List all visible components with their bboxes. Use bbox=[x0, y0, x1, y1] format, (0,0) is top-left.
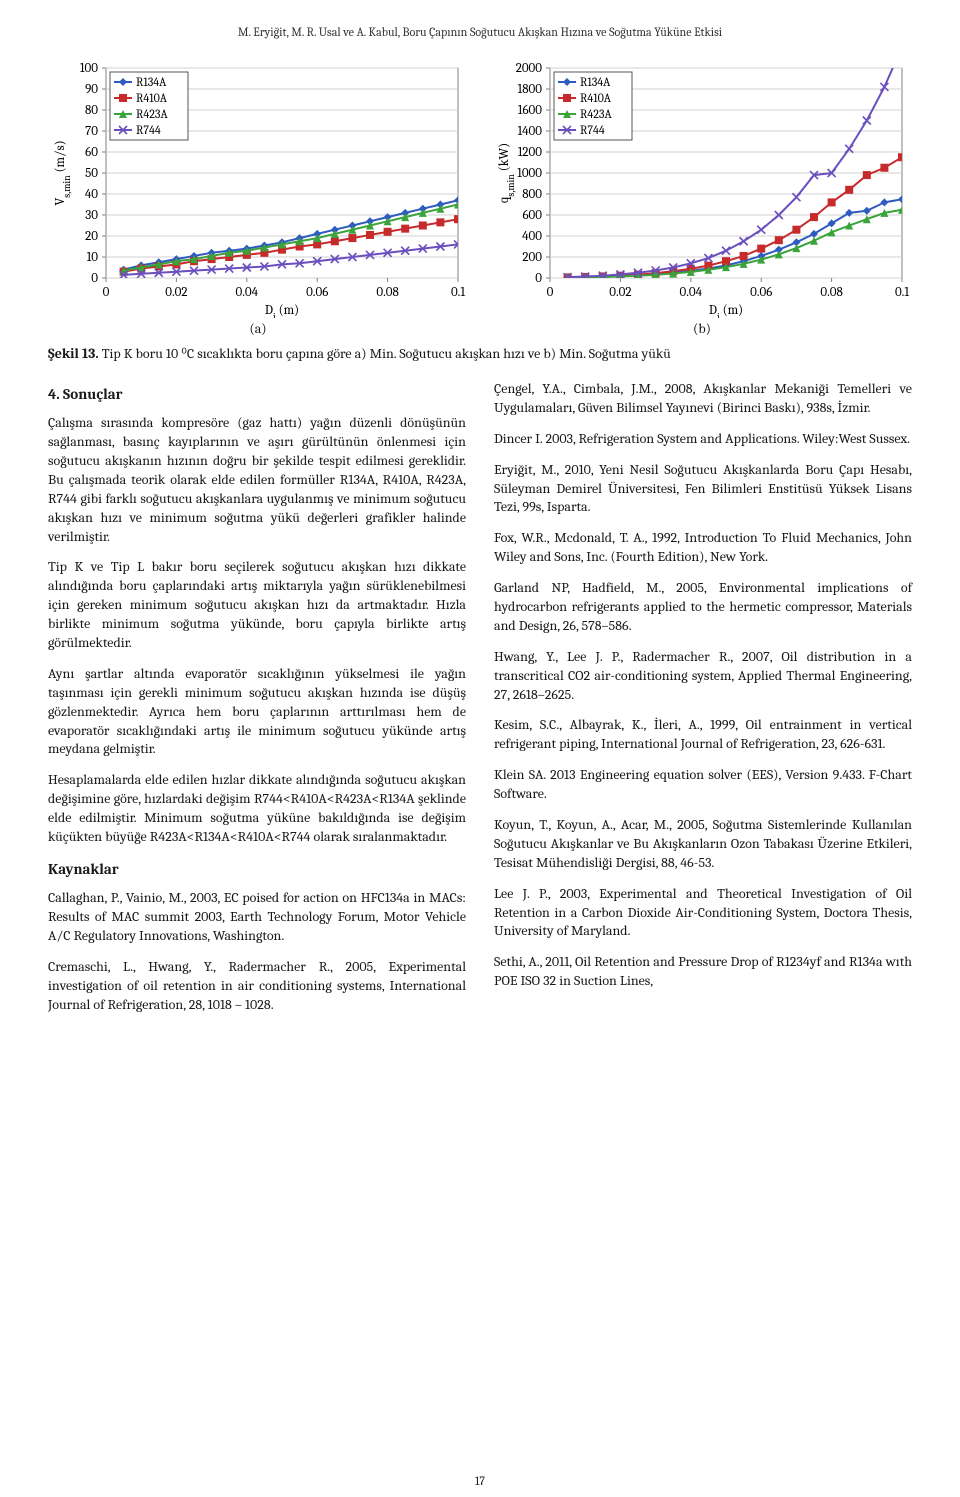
svg-text:30: 30 bbox=[85, 208, 98, 223]
svg-text:40: 40 bbox=[85, 187, 98, 202]
chart-a-label: (a) bbox=[48, 320, 468, 339]
figures-row: 010203040506070809010000.020.040.060.080… bbox=[48, 58, 912, 339]
right-column: Çengel, Y.A., Cimbala, J.M., 2008, Akışk… bbox=[494, 380, 912, 1027]
reference: Garland NP, Hadfield, M., 2005, Environm… bbox=[494, 579, 912, 636]
caption-text: Tip K boru 10 ⁰C sıcaklıkta boru çapına … bbox=[99, 345, 671, 362]
para: Çalışma sırasında kompresöre (gaz hattı)… bbox=[48, 414, 466, 546]
reference: Koyun, T., Koyun, A., Acar, M., 2005, So… bbox=[494, 816, 912, 873]
svg-text:0.02: 0.02 bbox=[165, 285, 187, 300]
svg-text:80: 80 bbox=[85, 103, 98, 118]
reference: Sethi, A., 2011, Oil Retention and Press… bbox=[494, 953, 912, 991]
svg-text:1800: 1800 bbox=[518, 82, 543, 97]
svg-text:2000: 2000 bbox=[516, 61, 543, 76]
chart-b-panel: 0 200 400 600 800 1000 1200 1400 1600 1800 2000 0 0.… bbox=[492, 58, 912, 339]
reference: Lee J. P., 2003, Experimental and Theore… bbox=[494, 885, 912, 942]
svg-text:20: 20 bbox=[85, 229, 98, 244]
chart-b-label: (b) bbox=[492, 320, 912, 339]
chart-b: 0 200 400 600 800 1000 1200 1400 1600 1800 2000 0 0.… bbox=[492, 58, 912, 318]
svg-text:70: 70 bbox=[85, 124, 98, 139]
svg-text:Di (m): Di (m) bbox=[709, 303, 743, 318]
running-head: M. Eryiğit, M. R. Usal ve A. Kabul, Boru… bbox=[48, 24, 912, 40]
svg-text:R744: R744 bbox=[580, 123, 605, 137]
svg-text:R423A: R423A bbox=[136, 107, 168, 121]
svg-text:600: 600 bbox=[522, 208, 542, 223]
reference: Fox, W.R., Mcdonald, T. A., 1992, Introd… bbox=[494, 529, 912, 567]
para: Hesaplamalarda elde edilen hızlar dikkat… bbox=[48, 771, 466, 847]
svg-text:0: 0 bbox=[103, 285, 110, 300]
svg-text:R134A: R134A bbox=[136, 75, 167, 89]
svg-text:1400: 1400 bbox=[517, 124, 542, 139]
svg-text:200: 200 bbox=[522, 250, 542, 265]
svg-text:Vs,min (m/s): Vs,min (m/s) bbox=[53, 141, 73, 206]
svg-text:800: 800 bbox=[522, 187, 542, 202]
svg-text:60: 60 bbox=[85, 145, 98, 160]
svg-text:100: 100 bbox=[80, 61, 98, 76]
reference: Hwang, Y., Lee J. P., Radermacher R., 20… bbox=[494, 648, 912, 705]
section-head-references: Kaynaklar bbox=[48, 859, 466, 879]
text-columns: 4. Sonuçlar Çalışma sırasında kompresöre… bbox=[48, 380, 912, 1027]
svg-text:0: 0 bbox=[535, 271, 542, 286]
para: Tip K ve Tip L bakır boru seçilerek soğu… bbox=[48, 558, 466, 652]
chart-a: 0 10 20 30 40 50 60 70 80 90 100 0 0.02 0.04 0.06 0.08 0… bbox=[48, 58, 468, 318]
svg-text:90: 90 bbox=[85, 82, 98, 97]
figure-caption: Şekil 13. Tip K boru 10 ⁰C sıcaklıkta bo… bbox=[48, 345, 912, 364]
para: Aynı şartlar altında evaporatör sıcaklığ… bbox=[48, 665, 466, 759]
svg-text:0.08: 0.08 bbox=[820, 285, 842, 300]
reference: Kesim, S.C., Albayrak, K., İleri, A., 19… bbox=[494, 716, 912, 754]
chart-a-panel: 0 10 20 30 40 50 60 70 80 90 100 0 0.02 0.04 0.06 0.08 0… bbox=[48, 58, 468, 339]
svg-text:R423A: R423A bbox=[580, 107, 612, 121]
reference: Cremaschi, L., Hwang, Y., Radermacher R.… bbox=[48, 958, 466, 1015]
svg-text:1600: 1600 bbox=[518, 103, 543, 118]
svg-text:0.1: 0.1 bbox=[895, 285, 909, 300]
svg-text:0: 0 bbox=[91, 271, 98, 286]
svg-text:0.06: 0.06 bbox=[750, 285, 772, 300]
svg-text:qs,min (kW): qs,min (kW) bbox=[497, 143, 517, 203]
reference: Çengel, Y.A., Cimbala, J.M., 2008, Akışk… bbox=[494, 380, 912, 418]
svg-text:0: 0 bbox=[547, 285, 554, 300]
svg-text:0.1: 0.1 bbox=[451, 285, 465, 300]
svg-text:R134A: R134A bbox=[580, 75, 611, 89]
svg-text:0.06: 0.06 bbox=[306, 285, 328, 300]
reference: Callaghan, P., Vainio, M., 2003, EC pois… bbox=[48, 889, 466, 946]
left-column: 4. Sonuçlar Çalışma sırasında kompresöre… bbox=[48, 380, 466, 1027]
svg-text:10: 10 bbox=[87, 250, 99, 265]
svg-text:50: 50 bbox=[85, 166, 98, 181]
svg-text:0.08: 0.08 bbox=[376, 285, 398, 300]
svg-text:R744: R744 bbox=[136, 123, 161, 137]
svg-text:400: 400 bbox=[522, 229, 542, 244]
svg-text:0.04: 0.04 bbox=[680, 285, 703, 300]
reference: Dincer I. 2003, Refrigeration System and… bbox=[494, 430, 912, 449]
svg-text:0.02: 0.02 bbox=[609, 285, 631, 300]
svg-text:1200: 1200 bbox=[518, 145, 543, 160]
caption-bold: Şekil 13. bbox=[48, 345, 99, 362]
svg-text:1000: 1000 bbox=[517, 166, 542, 181]
page-number: 17 bbox=[475, 1473, 485, 1489]
svg-text:0.04: 0.04 bbox=[236, 285, 259, 300]
section-head-results: 4. Sonuçlar bbox=[48, 384, 466, 404]
svg-text:Di (m): Di (m) bbox=[265, 303, 299, 318]
svg-text:R410A: R410A bbox=[580, 91, 612, 105]
reference: Eryiğit, M., 2010, Yeni Nesil Soğutucu A… bbox=[494, 461, 912, 518]
svg-text:R410A: R410A bbox=[136, 91, 168, 105]
reference: Klein SA. 2013 Engineering equation solv… bbox=[494, 766, 912, 804]
